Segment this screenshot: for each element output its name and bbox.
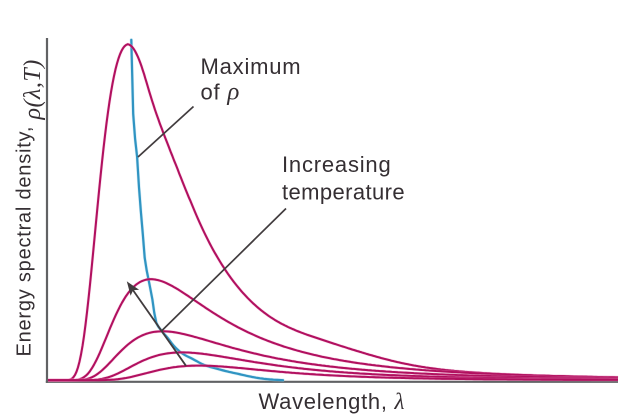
svg-text:of ρ: of ρ (201, 79, 241, 106)
svg-text:temperature: temperature (282, 180, 405, 205)
svg-text:Wavelength, λ: Wavelength, λ (259, 389, 406, 414)
svg-text:Energy spectral density, ρ(λ,T: Energy spectral density, ρ(λ,T) (14, 59, 47, 356)
svg-text:Maximum: Maximum (201, 54, 302, 79)
svg-text:Increasing: Increasing (282, 152, 392, 177)
